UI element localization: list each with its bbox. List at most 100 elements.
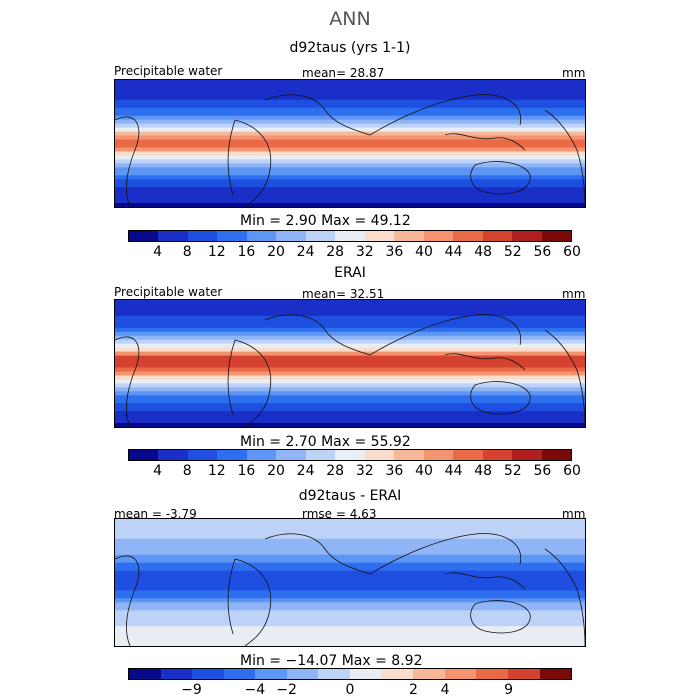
colorbar-swatch xyxy=(453,231,483,241)
coast-indonesia xyxy=(444,353,526,371)
field-band xyxy=(115,590,585,596)
colorbar-tick-label: 2 xyxy=(408,682,418,698)
field-band xyxy=(115,367,585,373)
field-band xyxy=(115,530,585,536)
colorbar-tick-label: −2 xyxy=(276,682,297,698)
colorbar-tick-label: 4 xyxy=(153,244,163,260)
field-band xyxy=(115,582,585,588)
panel-3-minmax: Min = −14.07 Max = 8.92 xyxy=(240,653,423,669)
field-band xyxy=(115,191,585,196)
field-band xyxy=(115,542,585,548)
colorbar-swatch xyxy=(192,669,224,679)
field-band xyxy=(115,323,585,329)
field-band xyxy=(115,407,585,412)
panel-2-map xyxy=(114,299,586,428)
field-band xyxy=(115,187,585,192)
colorbar-swatch xyxy=(394,231,424,241)
field-band xyxy=(115,399,585,404)
colorbar-swatch xyxy=(364,231,395,241)
coast-australia xyxy=(470,161,531,195)
colorbar-tick-label: 40 xyxy=(415,244,433,260)
panel-2-mean-label: mean= 32.51 xyxy=(302,287,385,301)
field-band xyxy=(115,319,585,325)
field-band xyxy=(115,419,585,424)
field-band xyxy=(115,135,585,141)
coast-australia xyxy=(470,381,531,415)
colorbar-swatch xyxy=(187,450,218,460)
field-band xyxy=(115,347,585,353)
colorbar-tick-label: 48 xyxy=(474,463,493,479)
panel-2-colorbar xyxy=(128,449,572,461)
colorbar-swatch xyxy=(423,231,454,241)
colorbar-tick-label: 4 xyxy=(440,682,450,698)
field-band xyxy=(115,586,585,592)
field-band xyxy=(115,546,585,552)
field-band xyxy=(115,87,585,93)
field-band xyxy=(115,415,585,420)
field-band xyxy=(115,179,585,184)
field-band xyxy=(115,331,585,337)
colorbar-tick-label: −4 xyxy=(244,682,266,698)
field-band xyxy=(115,558,585,564)
field-band xyxy=(115,151,585,157)
colorbar-swatch xyxy=(423,450,454,460)
coast-asia xyxy=(369,533,522,575)
field-band xyxy=(115,103,585,109)
colorbar-tick-label: 60 xyxy=(563,244,581,260)
colorbar-tick-label: 32 xyxy=(355,244,374,260)
colorbar-swatch xyxy=(512,450,542,460)
colorbar-swatch xyxy=(512,231,542,241)
field-band xyxy=(115,610,585,615)
panel-3-units-label: mm xyxy=(562,507,586,521)
coast-europe xyxy=(264,314,371,356)
field-band xyxy=(115,111,585,117)
field-band xyxy=(115,642,585,646)
coast-africa xyxy=(227,339,272,427)
panel-1-map xyxy=(114,79,586,208)
panel-3-colorbar-ticks: −9 −4 −2 0 2 4 9 xyxy=(128,682,572,698)
colorbar-swatch xyxy=(413,669,445,679)
colorbar-tick-label: 36 xyxy=(385,244,404,260)
field-band xyxy=(115,83,585,89)
field-band xyxy=(115,403,585,408)
colorbar-swatch xyxy=(318,669,351,679)
colorbar-tick-label: 28 xyxy=(326,463,345,479)
colorbar-tick-label: 44 xyxy=(444,463,463,479)
coast-europe xyxy=(264,94,371,136)
field-band xyxy=(115,99,585,105)
coast-europe xyxy=(264,533,371,575)
colorbar-swatch xyxy=(255,669,287,679)
field-band xyxy=(115,626,585,631)
coast-americas-south xyxy=(544,548,585,646)
field-band xyxy=(115,339,585,345)
field-band xyxy=(115,614,585,619)
colorbar-tick-label: 52 xyxy=(503,463,522,479)
colorbar-tick-label: 40 xyxy=(415,463,433,479)
field-band xyxy=(115,550,585,556)
colorbar-swatch xyxy=(305,231,336,241)
colorbar-swatch xyxy=(217,450,247,460)
field-band xyxy=(115,155,585,160)
panel-3-title: d92taus - ERAI xyxy=(298,488,402,504)
colorbar-swatch xyxy=(394,450,424,460)
colorbar-tick-label: 16 xyxy=(237,244,256,260)
coast-indonesia xyxy=(444,133,526,151)
coast-africa xyxy=(227,558,272,646)
colorbar-tick-label: 44 xyxy=(444,244,463,260)
panel-2-colorbar-ticks: 4 8 12 16 20 24 28 32 36 40 44 48 52 56 60 xyxy=(128,463,581,479)
colorbar-swatch xyxy=(541,450,572,460)
field-band xyxy=(115,307,585,313)
field-band xyxy=(115,203,585,207)
field-band xyxy=(115,303,585,309)
panel-1-map-svg xyxy=(115,80,585,207)
coast-asia xyxy=(369,94,522,136)
coast-americas-south xyxy=(544,109,585,207)
panel-3-map xyxy=(114,518,586,647)
field-band xyxy=(115,335,585,341)
field-band xyxy=(115,300,585,305)
field-band xyxy=(115,594,585,599)
colorbar-tick-label: 20 xyxy=(267,463,285,479)
panel-2-units-label: mm xyxy=(562,287,586,301)
colorbar-tick-label: 56 xyxy=(533,244,552,260)
colorbar-swatch xyxy=(305,450,336,460)
